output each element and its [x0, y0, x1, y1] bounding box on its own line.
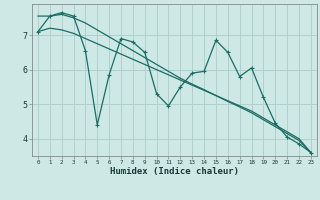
X-axis label: Humidex (Indice chaleur): Humidex (Indice chaleur): [110, 167, 239, 176]
